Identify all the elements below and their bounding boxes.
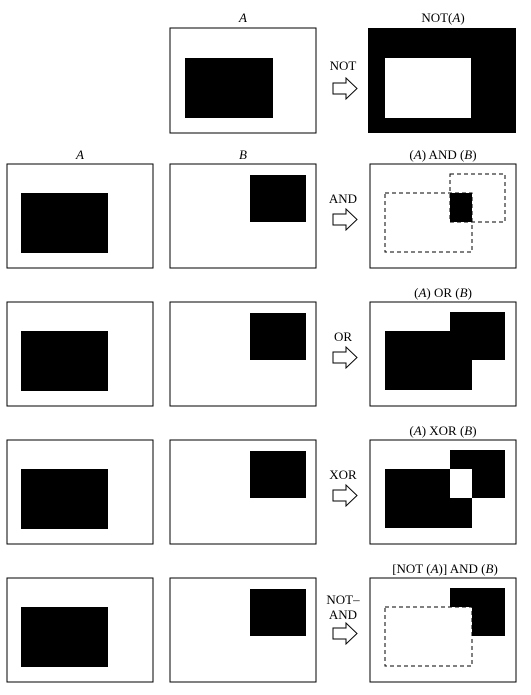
and-result-a-outline xyxy=(384,192,473,253)
result-title-not: NOT(A) xyxy=(421,10,464,25)
result-title-and: (A) AND (B) xyxy=(409,147,476,162)
or-row: OR (A) OR (B) xyxy=(6,285,517,407)
arrow-icon-not-and xyxy=(332,621,358,646)
not-and-image-a-rect xyxy=(21,607,108,667)
or-result-b xyxy=(450,312,505,360)
not-and-image-b-rect xyxy=(250,589,306,636)
or-image-a-rect xyxy=(21,331,108,391)
not-row: A NOT NOT(A) xyxy=(169,10,516,134)
op-label-or: OR xyxy=(334,329,352,344)
arrow-icon-and xyxy=(332,207,358,232)
not-a-result-hole xyxy=(385,58,471,118)
and-result-frame xyxy=(369,163,517,269)
op-label-and: AND xyxy=(329,191,357,206)
arrow-icon-not xyxy=(332,76,358,101)
or-image-b-rect xyxy=(250,313,306,360)
and-row: AND (A) AND (B) xyxy=(6,147,517,269)
op-label-not: NOT xyxy=(330,58,357,73)
xor-image-a-rect xyxy=(21,469,108,529)
and-image-b-rect xyxy=(250,175,306,222)
arrow-icon-or xyxy=(332,345,358,370)
result-title-or: (A) OR (B) xyxy=(414,285,472,300)
and-image-a-rect xyxy=(21,193,108,253)
header-a: A xyxy=(75,147,84,162)
op-label-not-and-line2: AND xyxy=(329,607,357,622)
op-label-not-and-line1: NOT– xyxy=(326,592,360,607)
header-b: B xyxy=(239,147,247,162)
not-and-row: NOT– AND [NOT (A)] AND (B) xyxy=(6,561,517,683)
xor-image-b-rect xyxy=(250,451,306,498)
op-label-xor: XOR xyxy=(329,467,357,482)
xor-row: XOR (A) XOR (B) xyxy=(6,423,517,545)
image-a-top-rect xyxy=(185,58,273,118)
and-result-intersection xyxy=(450,193,472,222)
header-a-top: A xyxy=(238,10,247,25)
not-and-result-a-outline xyxy=(384,606,473,667)
result-title-not-and: [NOT (A)] AND (B) xyxy=(392,561,498,576)
arrow-icon-xor xyxy=(332,483,358,508)
result-title-xor: (A) XOR (B) xyxy=(409,423,476,438)
xor-result-intersection-hole xyxy=(450,469,472,498)
